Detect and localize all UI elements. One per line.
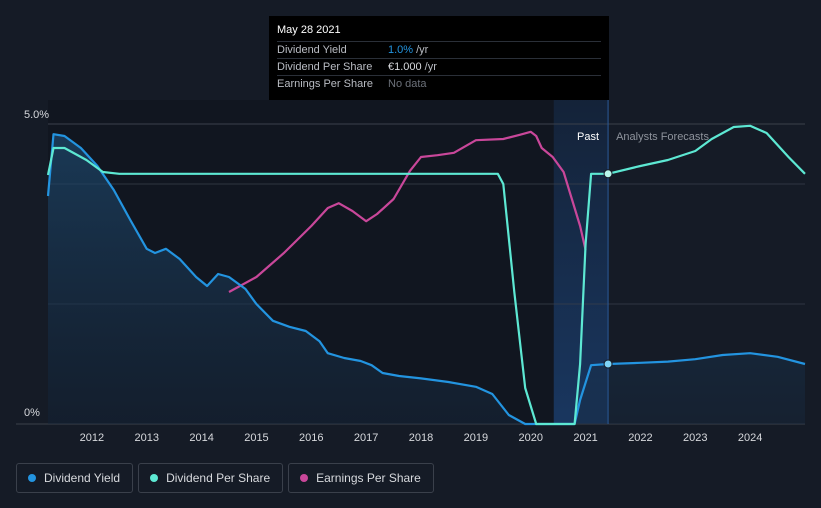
x-tick-label: 2022	[628, 432, 652, 444]
hover-tooltip: May 28 2021 Dividend Yield 1.0% /yr Divi…	[269, 16, 609, 100]
legend-label: Dividend Yield	[44, 471, 121, 485]
tooltip-value: No data	[388, 78, 427, 90]
x-tick-label: 2016	[299, 432, 323, 444]
y-tick-label: 0%	[24, 407, 40, 419]
tooltip-date: May 28 2021	[277, 24, 341, 36]
legend-dot	[28, 474, 36, 482]
tooltip-row-dividend-per-share: Dividend Per Share €1.000 /yr	[277, 58, 601, 75]
x-tick-label: 2013	[134, 432, 158, 444]
dividend-per-share-line	[46, 124, 806, 426]
tooltip-value: €1.000	[388, 61, 422, 73]
legend-item-dividend-per-share[interactable]: Dividend Per Share	[138, 463, 284, 493]
legend-item-earnings-per-share[interactable]: Earnings Per Share	[288, 463, 434, 493]
legend-dot	[300, 474, 309, 482]
legend-label: Earnings Per Share	[316, 471, 421, 485]
x-tick-label: 2015	[244, 432, 268, 444]
chart-legend: Dividend Yield Dividend Per Share Earnin…	[16, 463, 434, 493]
legend-dot	[150, 474, 159, 482]
tooltip-value: 1.0%	[388, 44, 414, 56]
dividend-per-share-marker	[603, 169, 613, 179]
x-tick-label: 2019	[464, 432, 488, 444]
tooltip-unit: /yr	[416, 44, 429, 56]
tooltip-label: Earnings Per Share	[277, 78, 373, 90]
tooltip-row-earnings-per-share: Earnings Per Share No data	[277, 75, 601, 92]
x-tick-label: 2017	[354, 432, 378, 444]
x-tick-label: 2021	[573, 432, 597, 444]
x-tick-label: 2018	[409, 432, 433, 444]
x-tick-label: 2024	[738, 432, 762, 444]
dividend-yield-marker	[603, 359, 613, 369]
x-tick-label: 2020	[518, 432, 542, 444]
tooltip-label: Dividend Per Share	[277, 61, 373, 73]
x-tick-label: 2012	[80, 432, 104, 444]
forecast-label: Analysts Forecasts	[616, 131, 709, 143]
legend-label: Dividend Per Share	[166, 471, 271, 485]
legend-item-dividend-yield[interactable]: Dividend Yield	[16, 463, 134, 493]
x-tick-label: 2014	[189, 432, 213, 444]
tooltip-unit: /yr	[424, 61, 437, 73]
past-label: Past	[577, 131, 599, 143]
earnings-per-share-line	[228, 130, 587, 293]
y-tick-label: 5.0%	[24, 109, 49, 121]
tooltip-row-dividend-yield: Dividend Yield 1.0% /yr	[277, 41, 601, 58]
dividend-yield-area	[48, 134, 805, 424]
x-tick-label: 2023	[683, 432, 707, 444]
tooltip-label: Dividend Yield	[277, 44, 347, 56]
